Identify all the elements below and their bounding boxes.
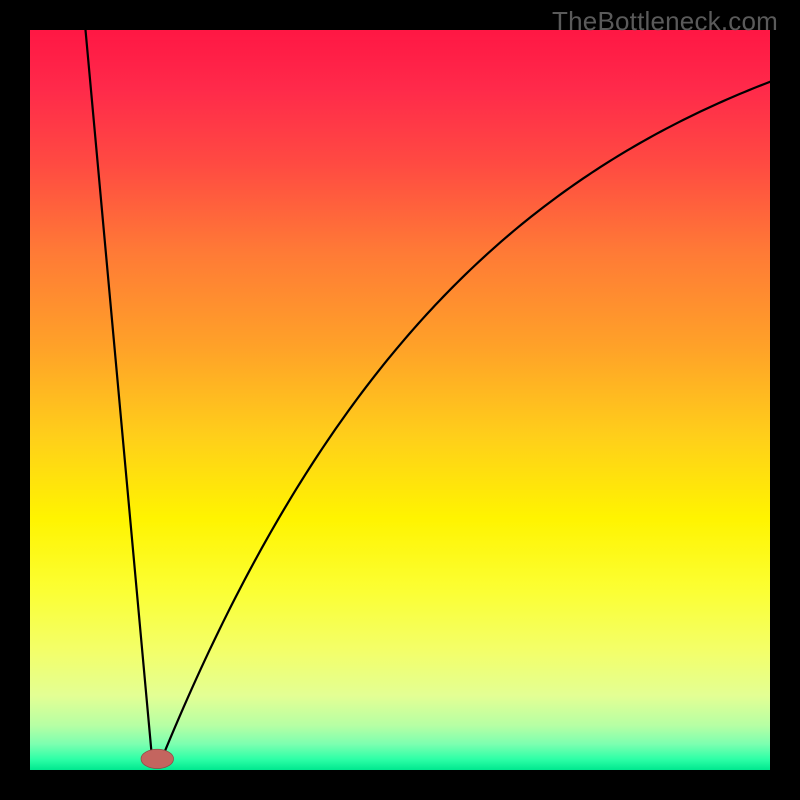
curve-layer (30, 30, 770, 770)
gradient-background (30, 30, 770, 770)
minimum-marker (141, 749, 174, 768)
plot-area (30, 30, 770, 770)
watermark-text: TheBottleneck.com (552, 6, 778, 37)
